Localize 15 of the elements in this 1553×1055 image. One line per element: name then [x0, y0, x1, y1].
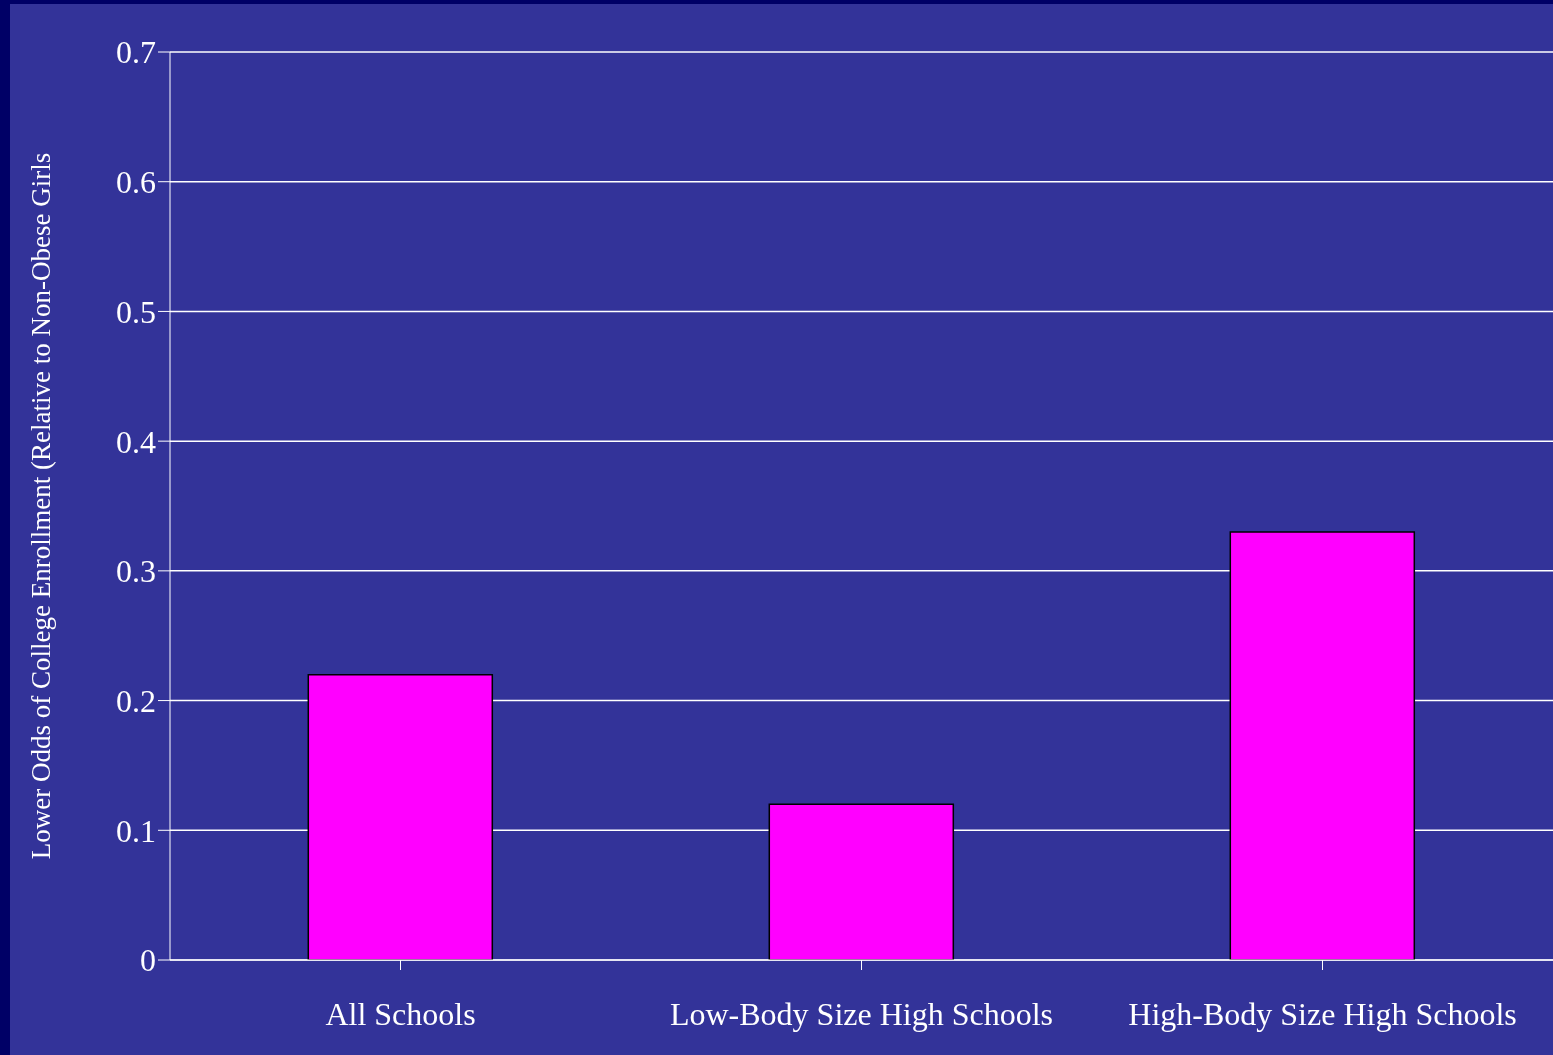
bar	[768, 803, 955, 960]
bar	[1229, 531, 1416, 960]
y-tick-label: 0.7	[116, 34, 156, 71]
y-tick-label: 0	[140, 942, 156, 979]
y-tick-label: 0.1	[116, 812, 156, 849]
y-axis-title: Lower Odds of College Enrollment (Relative to Non-Obese Girls	[25, 152, 56, 860]
x-tick-label: High-Body Size High Schools	[1128, 995, 1517, 1032]
y-tick-label: 0.5	[116, 293, 156, 330]
y-tick-label: 0.6	[116, 164, 156, 201]
bar	[307, 673, 494, 960]
y-tick-label: 0.4	[116, 423, 156, 460]
x-tick-label: Low-Body Size High Schools	[669, 995, 1054, 1032]
y-tick-label: 0.3	[116, 553, 156, 590]
x-tick-label: All Schools	[325, 995, 476, 1032]
y-tick-label: 0.2	[116, 682, 156, 719]
